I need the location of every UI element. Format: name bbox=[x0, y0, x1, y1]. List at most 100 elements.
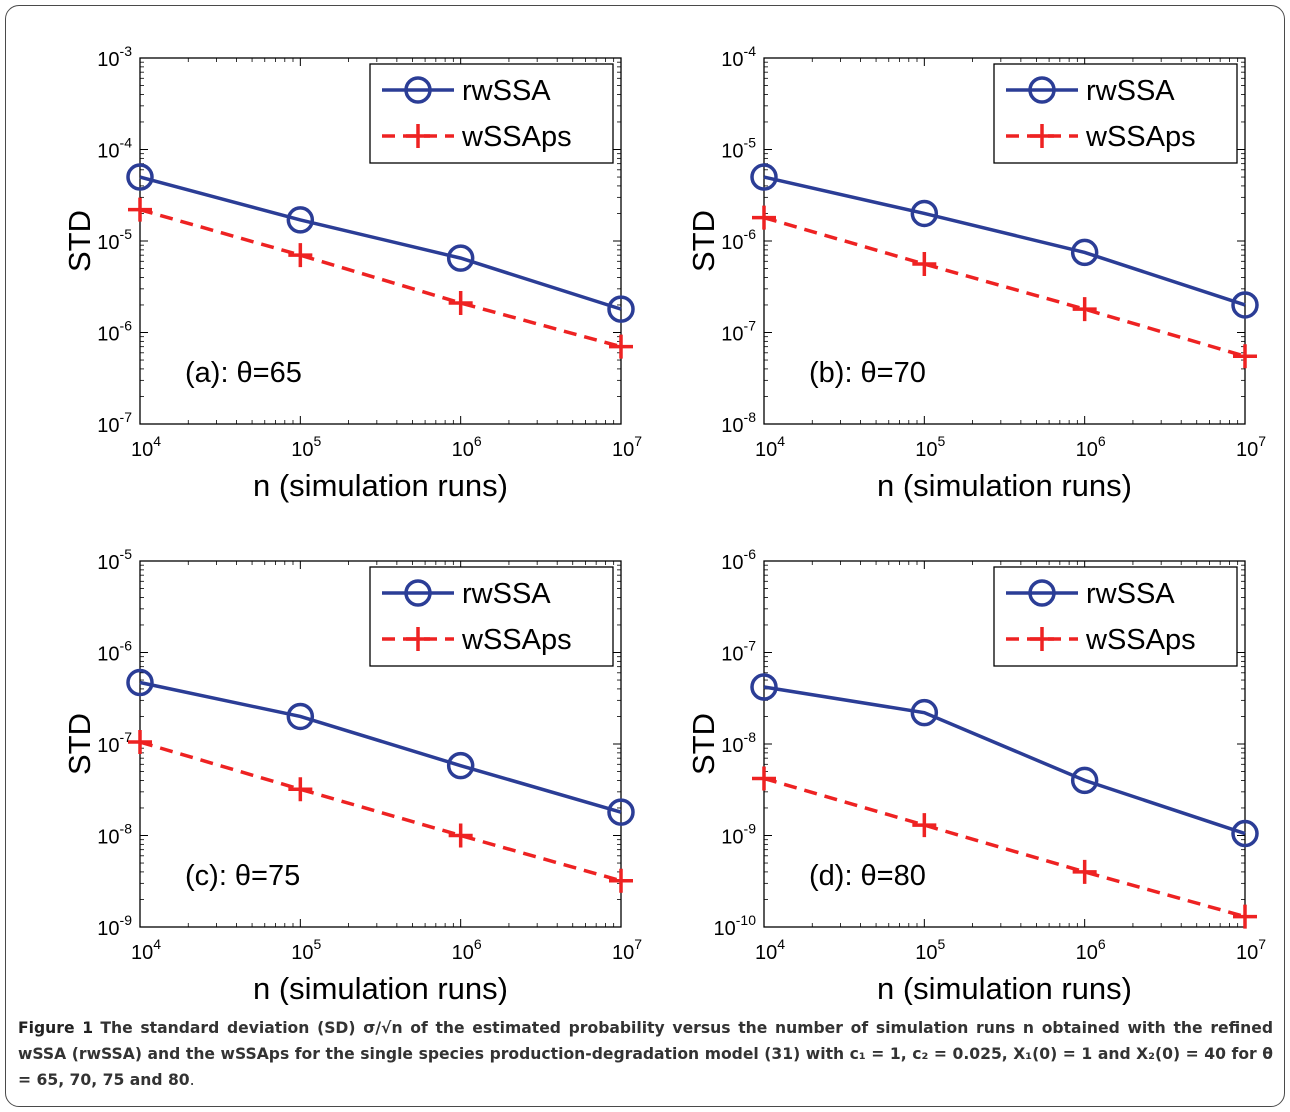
data-point-wSSAps bbox=[752, 766, 776, 791]
panel-label: (a): θ=65 bbox=[185, 357, 302, 389]
data-point-rwSSA bbox=[446, 751, 475, 780]
data-point-wSSAps bbox=[448, 291, 473, 316]
data-point-wSSAps bbox=[912, 813, 937, 838]
x-tick-label: 105 bbox=[915, 936, 945, 964]
legend-label: rwSSA bbox=[1086, 75, 1175, 107]
data-point-wSSAps bbox=[752, 205, 776, 230]
legend-label: wSSAps bbox=[1085, 121, 1196, 153]
series-line-rwSSA bbox=[139, 680, 622, 814]
series-line-rwSSA bbox=[763, 175, 1246, 307]
x-tick-label: 104 bbox=[755, 433, 785, 461]
data-point-wSSAps bbox=[288, 777, 313, 802]
series-line-wSSAps bbox=[139, 207, 622, 349]
legend: rwSSA wSSAps bbox=[993, 566, 1238, 667]
legend-marker-rwSSA bbox=[1028, 579, 1056, 607]
legend-marker-wSSAps bbox=[1030, 124, 1054, 148]
caption-label: Figure 1 bbox=[18, 1019, 94, 1037]
data-point-wSSAps bbox=[1072, 297, 1097, 322]
y-tick-label: 10-6 bbox=[721, 226, 756, 254]
x-tick-label: 107 bbox=[1236, 936, 1266, 964]
series-line-wSSAps bbox=[763, 215, 1246, 358]
legend-marker-wSSAps bbox=[1030, 627, 1054, 651]
y-tick-label: 10-6 bbox=[97, 638, 132, 666]
y-axis-label: STD bbox=[686, 210, 721, 272]
data-point-rwSSA bbox=[1070, 238, 1099, 267]
y-tick-label: 10-8 bbox=[97, 821, 132, 849]
y-tick-label: 10-6 bbox=[97, 318, 132, 346]
x-tick-label: 106 bbox=[1076, 433, 1106, 461]
y-tick-label: 10-8 bbox=[721, 409, 756, 437]
chart-panel-2: 10-8 10-7 10-6 10-5 10-4 104 105 106 107 n (simul… bbox=[686, 43, 1266, 503]
caption-text: The standard deviation (SD) σ/√n of the … bbox=[18, 1019, 1273, 1089]
data-point-rwSSA bbox=[126, 668, 154, 697]
data-point-wSSAps bbox=[609, 868, 633, 893]
legend-label: wSSAps bbox=[461, 121, 572, 153]
x-tick-label: 105 bbox=[291, 433, 321, 461]
legend: rwSSA wSSAps bbox=[369, 566, 614, 667]
x-axis-label: n (simulation runs) bbox=[253, 468, 508, 503]
data-point-rwSSA bbox=[910, 199, 939, 228]
y-tick-label: 10-3 bbox=[97, 43, 132, 71]
y-axis-label: STD bbox=[62, 210, 97, 272]
figure-caption: Figure 1 The standard deviation (SD) σ/√… bbox=[18, 1015, 1273, 1093]
x-tick-label: 107 bbox=[612, 433, 642, 461]
legend-frame bbox=[369, 63, 614, 164]
series-line-wSSAps bbox=[763, 776, 1246, 919]
data-point-wSSAps bbox=[609, 334, 633, 359]
y-tick-label: 10-7 bbox=[97, 729, 132, 757]
data-point-wSSAps bbox=[288, 243, 313, 268]
y-tick-label: 10-5 bbox=[721, 135, 756, 163]
data-point-wSSAps bbox=[1072, 859, 1097, 884]
chart-panel-3: 10-9 10-8 10-7 10-6 10-5 104 105 106 107 n (simul… bbox=[62, 546, 642, 1005]
figure-charts: 10-7 10-6 10-5 10-4 10-3 104 105 106 107 n (simul… bbox=[62, 43, 1266, 1005]
panel-label: (b): θ=70 bbox=[809, 357, 926, 389]
y-tick-label: 10-9 bbox=[97, 912, 132, 940]
data-point-rwSSA bbox=[607, 295, 635, 323]
x-tick-label: 104 bbox=[755, 936, 785, 964]
x-axis-label: n (simulation runs) bbox=[877, 971, 1132, 1005]
legend-marker-rwSSA bbox=[404, 579, 432, 607]
data-point-wSSAps bbox=[1233, 904, 1257, 929]
y-axis-label: STD bbox=[686, 713, 721, 775]
x-axis-label: n (simulation runs) bbox=[253, 971, 508, 1005]
data-point-rwSSA bbox=[286, 702, 315, 731]
legend: rwSSA wSSAps bbox=[369, 63, 614, 164]
y-tick-label: 10-7 bbox=[721, 638, 756, 666]
data-point-wSSAps bbox=[912, 252, 937, 277]
y-tick-label: 10-5 bbox=[97, 226, 132, 254]
data-point-rwSSA bbox=[1231, 819, 1259, 848]
legend: rwSSA wSSAps bbox=[993, 63, 1238, 164]
x-tick-label: 106 bbox=[1076, 936, 1106, 964]
y-tick-label: 10-6 bbox=[721, 546, 756, 574]
legend-label: rwSSA bbox=[1086, 578, 1175, 610]
y-tick-label: 10-7 bbox=[721, 318, 756, 346]
legend-label: rwSSA bbox=[462, 578, 551, 610]
data-point-rwSSA bbox=[1231, 291, 1259, 319]
data-point-rwSSA bbox=[1070, 766, 1099, 795]
y-tick-label: 10-4 bbox=[97, 135, 132, 163]
data-point-rwSSA bbox=[607, 798, 635, 826]
legend-frame bbox=[993, 63, 1238, 164]
x-tick-label: 106 bbox=[452, 433, 482, 461]
data-point-wSSAps bbox=[128, 730, 152, 755]
x-tick-label: 104 bbox=[131, 433, 161, 461]
data-point-rwSSA bbox=[286, 206, 315, 234]
y-tick-label: 10-4 bbox=[721, 43, 756, 71]
legend-label: wSSAps bbox=[1085, 624, 1196, 656]
y-tick-label: 10-9 bbox=[721, 821, 756, 849]
x-tick-label: 106 bbox=[452, 936, 482, 964]
data-point-rwSSA bbox=[750, 673, 778, 701]
legend-marker-rwSSA bbox=[404, 76, 432, 104]
legend-marker-wSSAps bbox=[406, 627, 430, 651]
x-tick-label: 105 bbox=[291, 936, 321, 964]
panel-label: (d): θ=80 bbox=[809, 860, 926, 892]
data-point-wSSAps bbox=[128, 197, 152, 222]
y-tick-label: 10-7 bbox=[97, 409, 132, 437]
panel-label: (c): θ=75 bbox=[185, 860, 300, 892]
legend-label: rwSSA bbox=[462, 75, 551, 107]
x-tick-label: 105 bbox=[915, 433, 945, 461]
series-line-rwSSA bbox=[139, 175, 622, 311]
figure-frame bbox=[5, 5, 1285, 1107]
legend-marker-wSSAps bbox=[406, 124, 430, 148]
data-point-rwSSA bbox=[126, 163, 154, 191]
